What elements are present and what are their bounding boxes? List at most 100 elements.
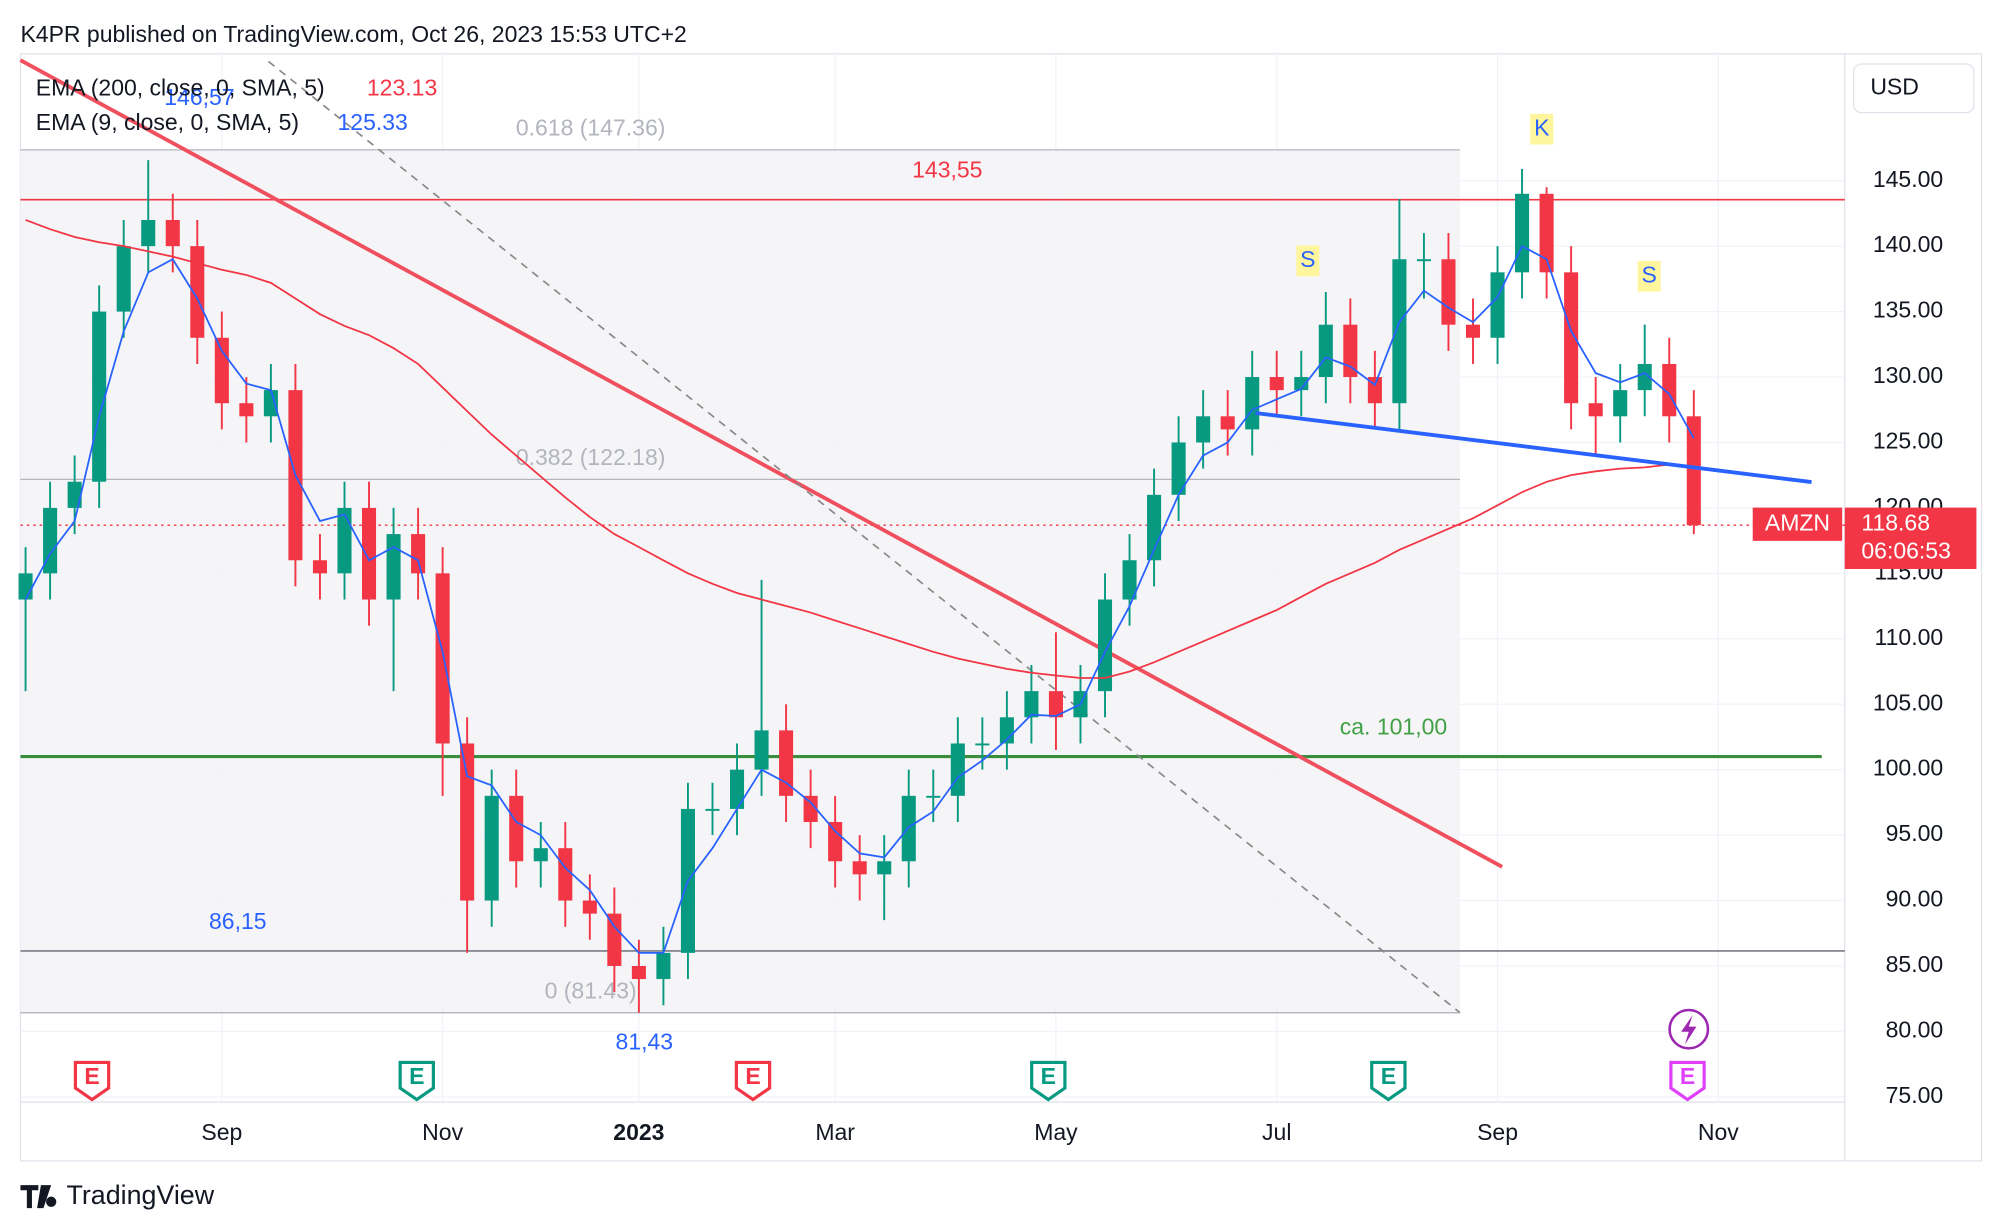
currency-box[interactable] xyxy=(1853,63,1975,114)
pattern-label: S xyxy=(1641,261,1656,287)
bolt xyxy=(1681,1015,1697,1045)
candle-body xyxy=(141,219,156,247)
candle-body xyxy=(1122,560,1137,600)
fib-label: 0.382 (122.18) xyxy=(516,444,666,470)
candle-body xyxy=(1637,363,1652,391)
earnings-label: E xyxy=(1381,1063,1396,1089)
candle-body xyxy=(1343,324,1358,378)
candle-body xyxy=(558,848,573,901)
candle-body xyxy=(1097,599,1113,692)
neckline xyxy=(1255,411,1812,484)
earnings-badge xyxy=(1669,1060,1706,1102)
candle-body xyxy=(705,808,720,811)
candle-body xyxy=(779,730,794,796)
logo xyxy=(20,1185,57,1209)
candle-body xyxy=(1588,403,1603,417)
y-tick-label: 135.00 xyxy=(1873,297,1943,323)
candle-body xyxy=(1416,259,1431,262)
candle-body xyxy=(1024,691,1039,718)
candle-body xyxy=(582,900,597,914)
ema-line xyxy=(25,219,1694,679)
overlay: 75.00 80.00 85.00 90.00 95.00 100.00 105.00 110… xyxy=(73,84,1944,1145)
candle-body xyxy=(116,246,131,312)
candle-body xyxy=(1196,416,1211,443)
countdown: 06:06:53 xyxy=(1861,537,1951,563)
candle-body xyxy=(263,390,278,417)
header: K4PR published on TradingView.com, Oct 2… xyxy=(20,21,686,47)
candle-body xyxy=(361,507,377,600)
pattern-label: K xyxy=(1534,114,1550,140)
y-tick-label: 145.00 xyxy=(1873,166,1943,192)
candle-body xyxy=(828,822,843,862)
candle-body xyxy=(1171,442,1186,495)
candle-body xyxy=(1613,390,1628,417)
candle-body xyxy=(803,795,818,823)
candle-body xyxy=(1367,377,1382,404)
candle-body xyxy=(67,481,82,508)
candle-body xyxy=(1294,377,1309,391)
candle-body xyxy=(435,573,450,744)
candle-body xyxy=(1048,691,1063,718)
candle-body xyxy=(1318,324,1333,378)
candle-body xyxy=(631,965,646,980)
candle-body xyxy=(509,795,524,862)
candle-body xyxy=(754,730,769,770)
pattern-label: S xyxy=(1300,246,1315,272)
y-tick-label: 80.00 xyxy=(1886,1016,1944,1042)
x-tick-label: May xyxy=(1034,1119,1078,1145)
symbol-tag xyxy=(1752,507,1843,541)
drawings: 0.618 (147.36) 0.382 (122.18) 0 (81.43) 143… xyxy=(20,114,1845,1014)
candle-body xyxy=(312,560,327,574)
candle-body xyxy=(729,769,745,809)
pattern-tag xyxy=(1637,260,1661,292)
x-tick-label: Nov xyxy=(1698,1119,1739,1145)
candle-body xyxy=(1686,416,1701,526)
candle-body xyxy=(1490,272,1505,338)
last-price: 118.68 xyxy=(1861,509,1930,535)
candle-body xyxy=(18,573,33,600)
earnings-badge xyxy=(1370,1060,1407,1102)
candle-body xyxy=(214,337,229,404)
y-tick-label: 125.00 xyxy=(1873,428,1943,454)
y-tick-label: 75.00 xyxy=(1886,1082,1944,1108)
plot xyxy=(18,160,1701,1013)
trend-line xyxy=(19,58,1504,869)
earnings-label: E xyxy=(745,1063,760,1089)
earnings-label: E xyxy=(409,1063,424,1089)
legend-value: 123.13 xyxy=(367,75,437,101)
y-tick-label: 100.00 xyxy=(1873,755,1943,781)
candle-body xyxy=(1220,416,1235,430)
x-tick-label: Nov xyxy=(422,1119,463,1145)
fib-label: 0.618 (147.36) xyxy=(516,114,666,140)
pattern-tag xyxy=(1530,113,1554,145)
fib-label: 0 (81.43) xyxy=(545,977,637,1003)
earnings-badge xyxy=(734,1060,772,1102)
x-tick-label: Mar xyxy=(815,1119,855,1145)
candle-body xyxy=(1392,259,1407,404)
candle-body xyxy=(533,848,548,862)
candle-body xyxy=(411,534,426,574)
candle-body xyxy=(484,795,499,901)
candle-body xyxy=(1269,377,1284,391)
x-tick-label: 2023 xyxy=(613,1119,664,1145)
candle-body xyxy=(386,534,401,600)
grid xyxy=(20,53,1845,1103)
candle-body xyxy=(165,219,180,247)
currency: USD xyxy=(1870,73,1919,99)
candle-body xyxy=(43,507,58,574)
legend-name: EMA (9, close, 0, SMA, 5) xyxy=(36,109,299,135)
candle-body xyxy=(1245,377,1260,430)
price-note: 81,43 xyxy=(616,1028,674,1054)
candle-body xyxy=(877,861,892,875)
y-tick-label: 140.00 xyxy=(1873,231,1943,257)
candle-body xyxy=(1465,324,1481,338)
earnings-badge xyxy=(1030,1060,1067,1102)
y-tick-label: 130.00 xyxy=(1873,362,1943,388)
legend-value: 125.33 xyxy=(338,109,408,135)
level-label: 86,15 xyxy=(209,908,267,934)
y-tick-label: 85.00 xyxy=(1886,951,1944,977)
earnings-label: E xyxy=(84,1063,99,1089)
level-label: 143,55 xyxy=(912,157,982,183)
